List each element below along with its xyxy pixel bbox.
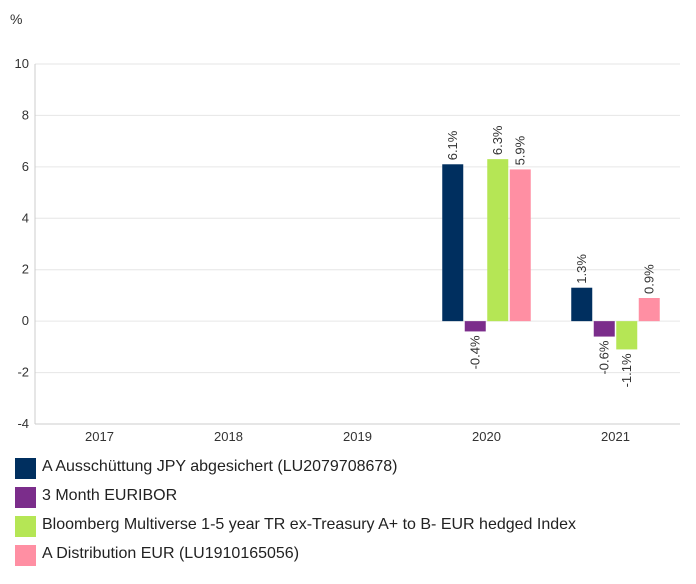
y-tick-label: 2 [22,262,29,277]
bar [509,169,531,322]
y-tick-label: -2 [17,365,29,380]
bar [464,321,486,332]
legend-swatch [15,458,36,479]
y-tick-label: -4 [17,416,29,431]
value-label: 6.1% [445,130,460,160]
legend-item: 3 Month EURIBOR [15,487,695,508]
bar [442,164,464,322]
legend-label: 3 Month EURIBOR [42,487,178,504]
value-label: 0.9% [641,264,656,294]
y-tick-label: 10 [15,56,29,71]
legend-swatch [15,487,36,508]
y-axis-label: % [10,11,22,27]
bar [571,287,593,322]
bar [616,321,638,350]
legend-label: Bloomberg Multiverse 1-5 year TR ex-Trea… [42,516,577,533]
legend-item: Bloomberg Multiverse 1-5 year TR ex-Trea… [15,516,695,537]
value-label: 1.3% [574,254,589,284]
bar [638,298,660,322]
bar [487,159,509,322]
bar [593,321,615,337]
value-label: -0.4% [467,335,482,369]
legend-item: A Distribution EUR (LU1910165056) [15,545,695,566]
y-tick-label: 8 [22,107,29,122]
legend-swatch [15,516,36,537]
x-tick-label: 2017 [85,429,114,444]
value-label: -1.1% [619,353,634,387]
x-tick-label: 2021 [601,429,630,444]
x-tick-label: 2018 [214,429,243,444]
legend: A Ausschüttung JPY abgesichert (LU207970… [15,458,695,574]
legend-swatch [15,545,36,566]
y-tick-label: 6 [22,159,29,174]
y-tick-label: 0 [22,313,29,328]
legend-label: A Ausschüttung JPY abgesichert (LU207970… [42,458,398,475]
y-tick-label: 4 [22,210,29,225]
legend-label: A Distribution EUR (LU1910165056) [42,545,300,562]
legend-item: A Ausschüttung JPY abgesichert (LU207970… [15,458,695,479]
chart: % -4 -2 0 2 4 6 8 10 2017 2018 2019 2020 2021 6.1% 1.3… [10,11,680,444]
x-tick-label: 2019 [343,429,372,444]
value-label: 5.9% [512,135,527,165]
value-label: -0.6% [596,340,611,374]
x-tick-label: 2020 [472,429,501,444]
value-label: 6.3% [490,125,505,155]
